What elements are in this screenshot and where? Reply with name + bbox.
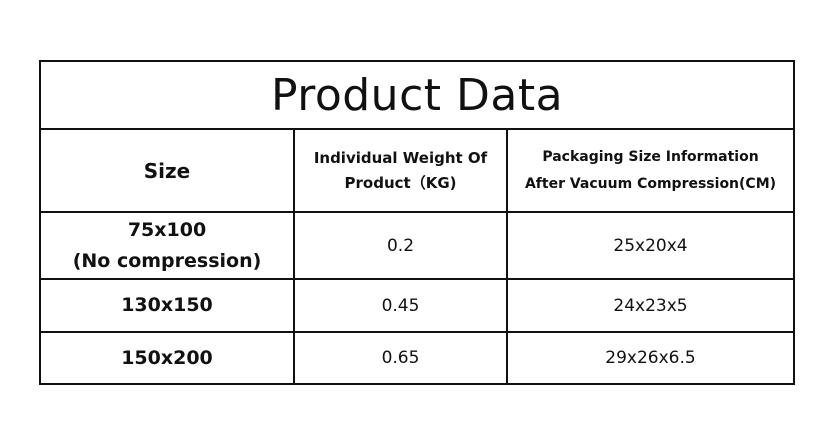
table-row: 75x100 (No compression) 0.2 25x20x4 [39,211,796,280]
header-row: Size Individual Weight Of Product（KG) Pa… [39,128,796,213]
header-size: Size [39,128,295,213]
size-cell: 75x100 (No compression) [39,211,295,280]
packaging-cell: 29x26x6.5 [505,331,796,385]
header-packaging-line2: After Vacuum Compression(CM) [524,175,777,192]
size-line1: 75x100 [127,218,207,241]
header-weight-line1: Individual Weight Of [313,148,488,167]
weight-cell: 0.2 [293,211,508,280]
header-packaging-line1: Packaging Size Information [542,148,759,165]
table-row: 130x150 0.45 24x23x5 [39,278,796,333]
size-line2: (No compression) [72,249,262,272]
weight-cell: 0.65 [293,331,508,385]
packaging-cell: 25x20x4 [505,211,796,280]
table-title: Product Data [38,60,796,130]
size-cell: 150x200 [39,331,295,385]
table-row: 150x200 0.65 29x26x6.5 [39,331,796,385]
header-weight-line2: Product（KG) [344,173,457,192]
packaging-cell: 24x23x5 [505,278,796,333]
weight-cell: 0.45 [293,278,508,333]
product-data-table: Product Data Size Individual Weight Of P… [38,60,796,385]
header-weight: Individual Weight Of Product（KG) [293,128,508,213]
header-packaging: Packaging Size Information After Vacuum … [505,128,796,213]
size-cell: 130x150 [39,278,295,333]
